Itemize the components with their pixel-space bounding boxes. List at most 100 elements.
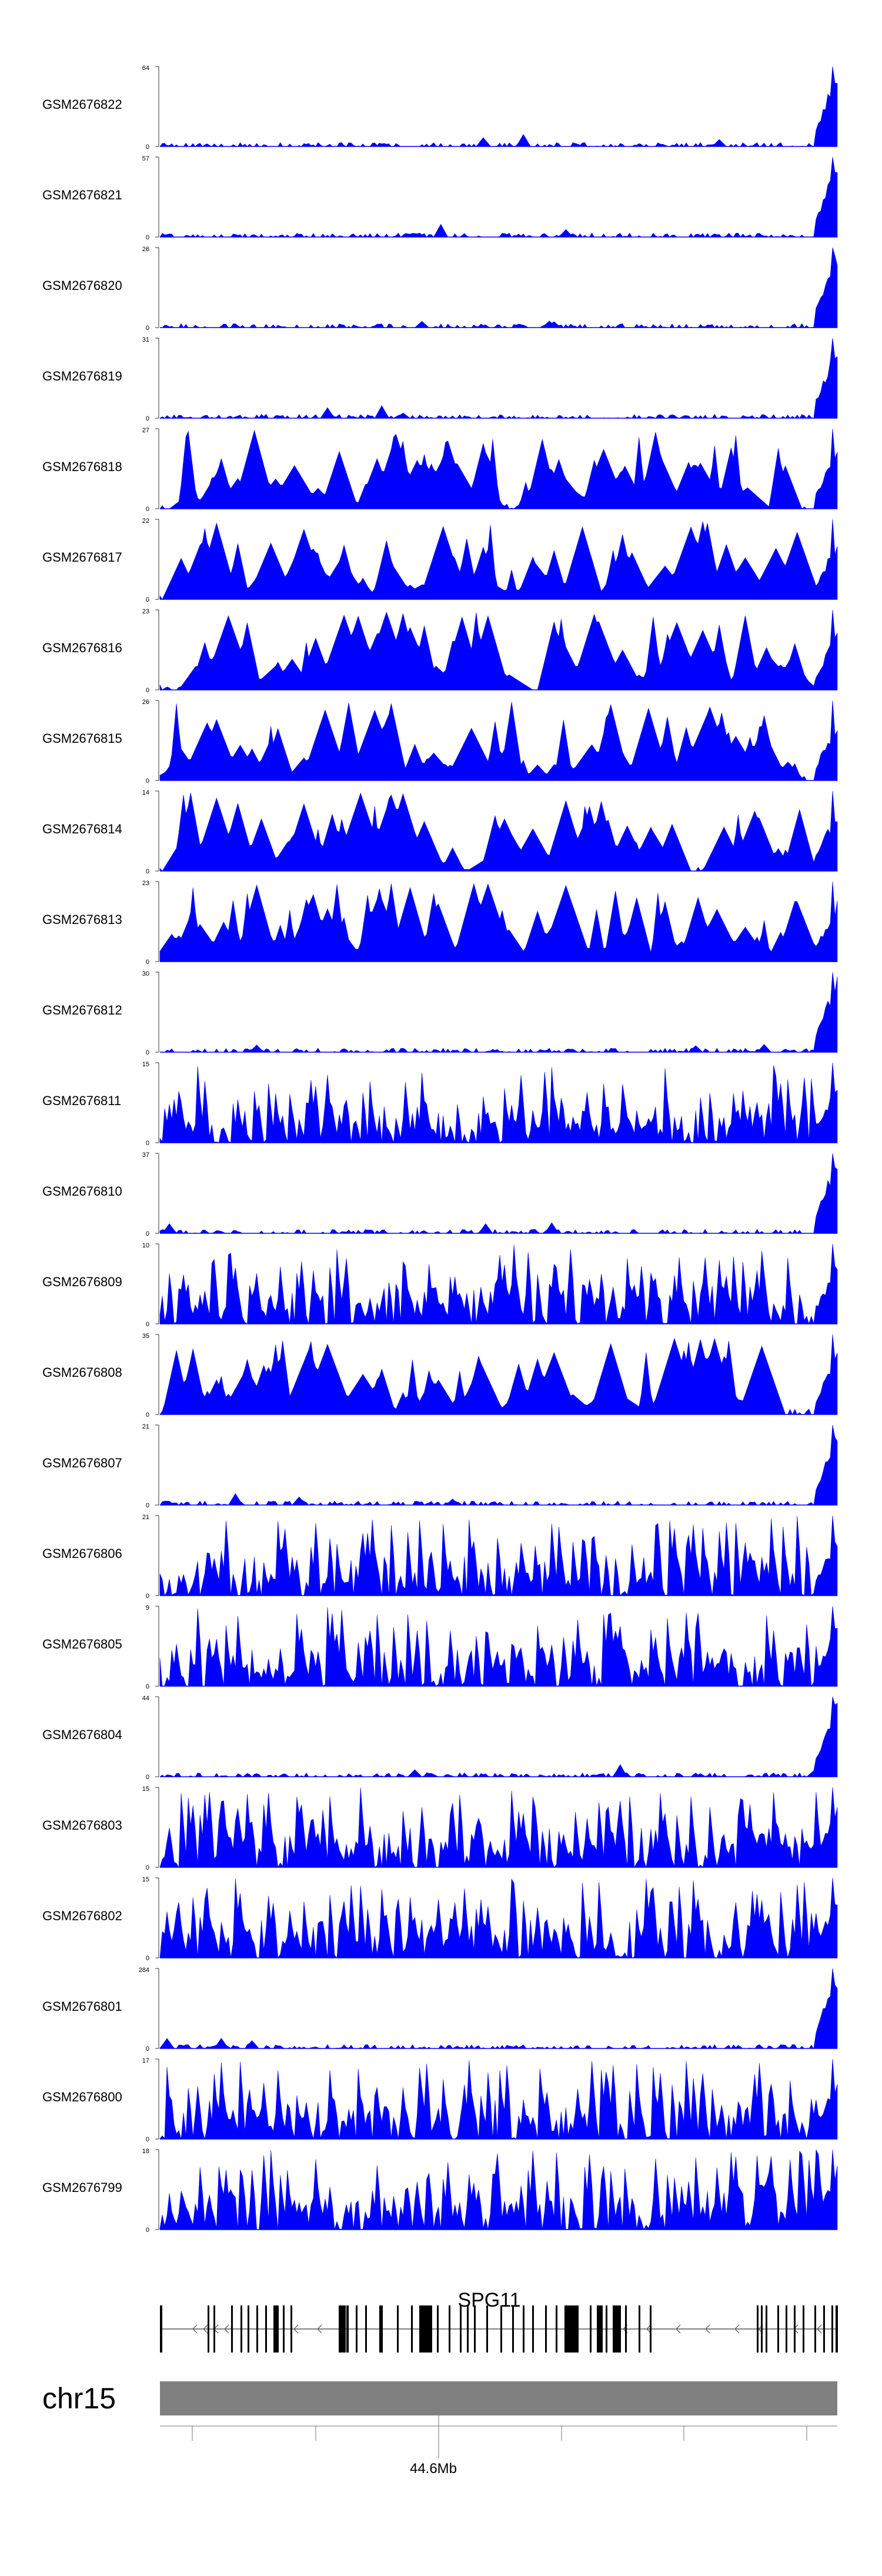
coverage-area [159,2058,838,2140]
track-sample-label: GSM2676811 [42,1093,121,1108]
track-sample-label: GSM2676817 [42,550,122,565]
track-ymax-label: 9 [146,1604,149,1611]
coverage-area [159,1787,838,1868]
track-ymax-label: 21 [142,1423,149,1430]
exon-block [532,2305,534,2353]
coverage-track: GSM2676809 10 0 [42,1242,838,1328]
exon-block [283,2305,285,2353]
track-sample-label: GSM2676804 [42,1727,122,1742]
track-ymax-label: 21 [142,1514,149,1521]
exon-block [290,2305,292,2353]
coverage-area [159,1153,838,1234]
strand-arrow [646,2324,652,2334]
coverage-track: GSM2676822 64 0 [42,65,838,151]
exon-block [346,2305,349,2353]
track-sample-label: GSM2676808 [42,1365,122,1380]
coverage-area [159,1243,838,1324]
coverage-track: GSM2676812 30 0 [42,970,838,1056]
exon-block [512,2305,514,2353]
exon-block [794,2305,796,2353]
track-ymax-label: 10 [142,1242,149,1249]
track-sample-label: GSM2676815 [42,731,122,746]
track-ymax-label: 27 [142,427,149,434]
strand-arrow [192,2324,198,2334]
track-sample-label: GSM2676812 [42,1003,122,1017]
exon-block [786,2305,787,2353]
coverage-area [159,972,838,1053]
coverage-track: GSM2676820 26 0 [42,246,838,332]
exon-block [356,2305,358,2353]
gene-model-track: SPG11 [160,2289,838,2353]
exon-block [449,2305,450,2353]
exon-block [523,2305,524,2353]
coverage-area [159,881,838,962]
coverage-area [159,1696,838,1777]
track-sample-label: GSM2676822 [42,97,122,112]
exon-block [397,2305,399,2353]
track-sample-label: GSM2676820 [42,278,122,293]
track-ymin-label: 0 [146,144,149,151]
coverage-area [159,1062,838,1143]
coverage-track: GSM2676806 21 0 [42,1514,838,1600]
track-ymin-label: 0 [146,1412,149,1419]
coding-exon-block [339,2313,346,2345]
exon-block [639,2305,640,2353]
strand-arrow [203,2324,208,2334]
track-sample-label: GSM2676814 [42,822,122,836]
track-sample-label: GSM2676809 [42,1274,122,1289]
strand-arrow [317,2324,322,2334]
exon-block [160,2305,162,2353]
track-sample-label: GSM2676803 [42,1818,122,1833]
track-sample-label: GSM2676807 [42,1456,122,1470]
exon-block [256,2305,258,2353]
track-ymin-label: 0 [146,1321,149,1328]
track-ymin-label: 0 [146,1049,149,1056]
track-ymin-label: 0 [146,1502,149,1509]
exon-block [273,2305,276,2353]
track-ymin-label: 0 [146,959,149,966]
track-ymin-label: 0 [146,2227,149,2234]
coverage-track: GSM2676818 27 0 [42,427,838,513]
chromosome-band [160,2381,837,2415]
exon-block [803,2305,804,2353]
coverage-area [159,338,838,419]
coverage-track: GSM2676813 23 0 [42,880,838,966]
track-ymax-label: 22 [142,518,149,525]
track-sample-label: GSM2676816 [42,640,122,655]
exon-block [240,2305,242,2353]
coding-exon-block [564,2313,579,2345]
exon-block [486,2305,488,2353]
track-ymin-label: 0 [146,778,149,785]
exon-block [460,2305,462,2353]
exon-block [265,2305,267,2353]
coverage-area [160,247,838,328]
exon-block [625,2305,627,2353]
track-ymin-label: 0 [146,2046,149,2053]
track-ymin-label: 0 [146,415,149,422]
coverage-area [159,700,838,781]
track-ymin-label: 0 [146,687,149,694]
coverage-track: GSM2676816 23 0 [42,608,838,694]
exon-block [248,2305,249,2353]
track-sample-label: GSM2676800 [42,2090,122,2104]
exon-block [766,2305,767,2353]
track-ymin-label: 0 [146,234,149,241]
track-sample-label: GSM2676821 [42,188,122,202]
coverage-area [159,609,838,690]
track-ymax-label: 15 [142,1061,149,1068]
track-ymin-label: 0 [146,1230,149,1237]
track-ymax-label: 26 [142,246,149,253]
coverage-track: GSM2676800 17 0 [42,2057,838,2143]
track-ymin-label: 0 [146,1955,149,1962]
exon-block [276,2305,279,2353]
track-ymin-label: 0 [146,325,149,332]
exon-block [474,2305,476,2353]
track-ymin-label: 0 [146,1864,149,1871]
coverage-track: GSM2676807 21 0 [42,1423,838,1509]
coverage-track: GSM2676802 15 0 [42,1876,838,1962]
exon-block [467,2305,469,2353]
exon-block [500,2305,502,2353]
exon-block [379,2305,383,2353]
coverage-track: GSM2676801 284 0 [42,1967,838,2053]
